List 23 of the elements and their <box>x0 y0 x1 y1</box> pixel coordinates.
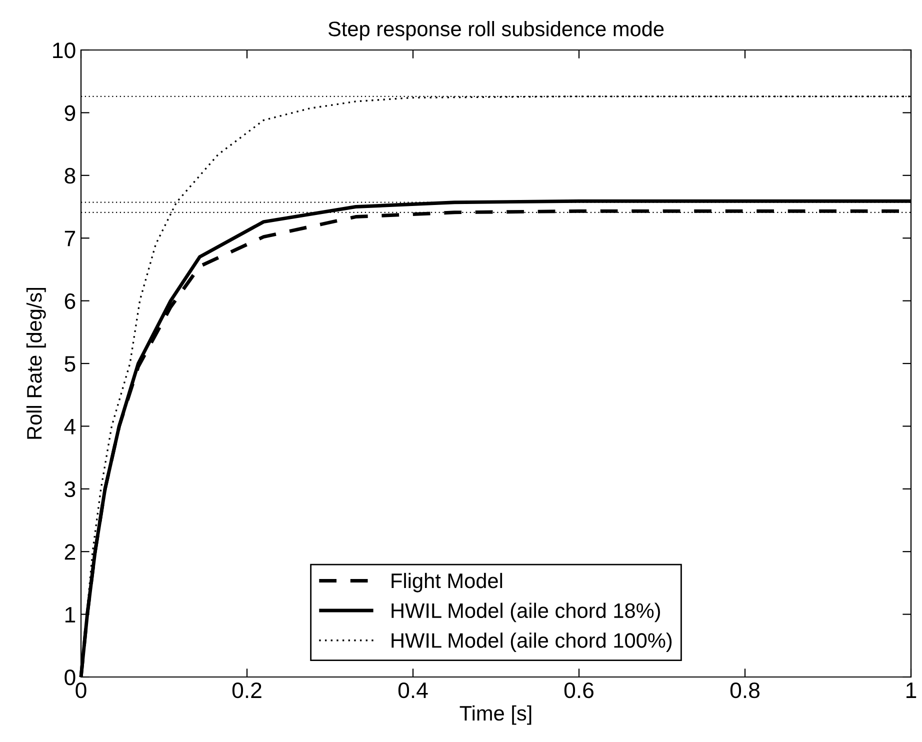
y-tick-label: 1 <box>65 607 76 622</box>
y-tick-label: 9 <box>64 105 76 121</box>
y-tick-label: 5 <box>64 356 76 372</box>
legend-label: HWIL Model (aile chord 100%) <box>392 632 672 652</box>
x-tick-label: 0.2 <box>232 682 262 698</box>
legend-label: Flight Model <box>392 572 502 592</box>
y-tick-label: 6 <box>64 293 76 310</box>
y-tick-label: 0 <box>64 670 76 686</box>
x-tick-label: 0.8 <box>730 682 760 698</box>
y-tick-label: 10 <box>53 42 76 58</box>
legend-label: HWIL Model (aile chord 18%) <box>392 602 660 622</box>
x-axis-title: Time [s] <box>460 705 532 725</box>
y-tick-label: 2 <box>64 544 76 560</box>
y-tick-label: 4 <box>64 418 76 434</box>
x-tick-label: 0.6 <box>564 682 594 698</box>
y-tick-label: 3 <box>64 481 76 498</box>
y-tick-label: 8 <box>64 168 76 184</box>
y-tick-label: 7 <box>64 230 76 246</box>
y-axis-title: Roll Rate [deg/s] <box>26 288 46 439</box>
x-tick-label: 0 <box>76 682 86 698</box>
x-tick-label: 1 <box>906 682 916 698</box>
x-tick-label: 0.4 <box>398 682 428 698</box>
chart-title: Step response roll subsidence mode <box>328 21 664 40</box>
